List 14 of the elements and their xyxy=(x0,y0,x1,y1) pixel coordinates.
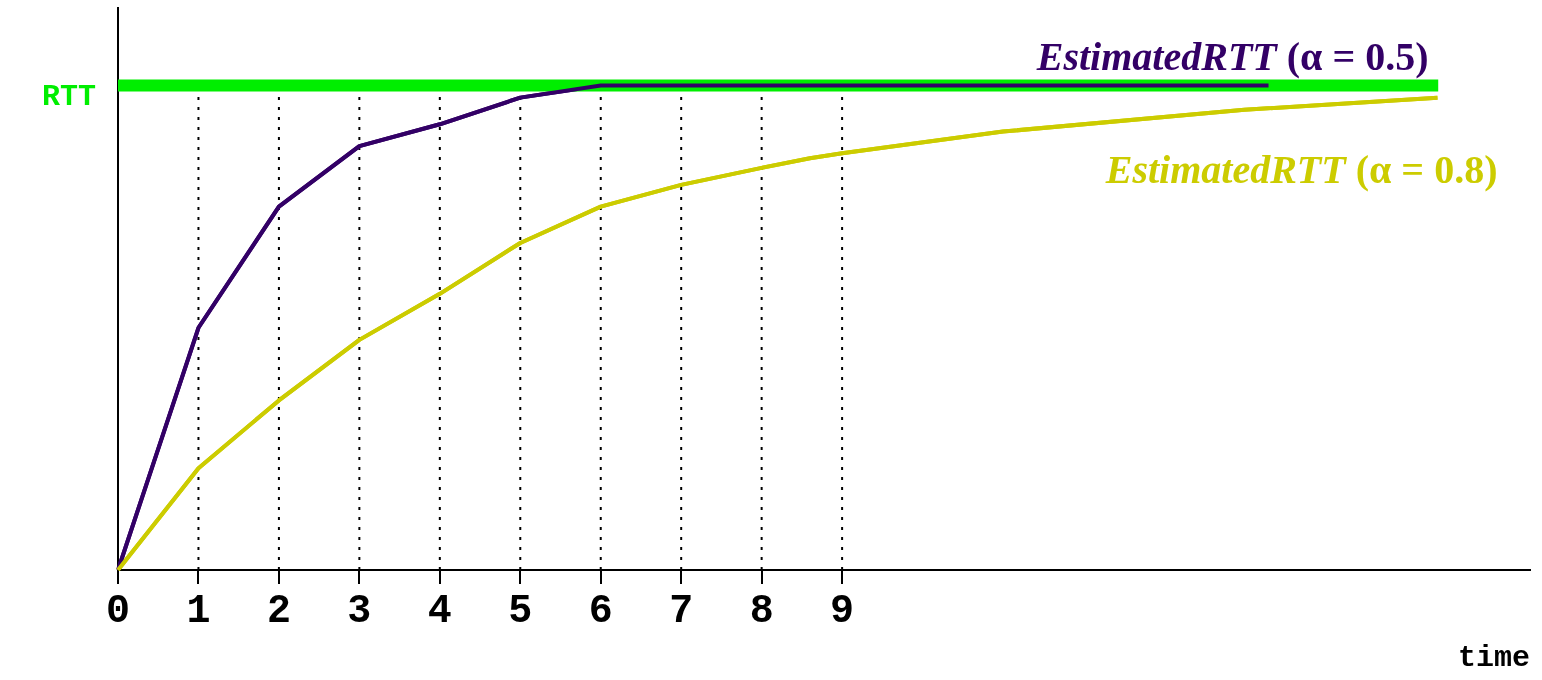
ref-line-label: RTT xyxy=(41,80,96,115)
x-tick-label: 1 xyxy=(186,589,211,635)
x-tick-label: 0 xyxy=(105,589,131,635)
x-axis-title: time xyxy=(1457,640,1530,675)
series-label: EstimatedRTT (α = 0.5) xyxy=(1035,33,1429,79)
x-tick-label: 8 xyxy=(749,589,774,635)
x-tick-label: 7 xyxy=(669,589,694,635)
x-tick-label: 2 xyxy=(266,589,291,635)
x-tick-label: 4 xyxy=(427,589,452,635)
x-tick-label: 6 xyxy=(588,589,613,635)
series-label: EstimatedRTT (α = 0.8) xyxy=(1104,146,1498,192)
x-tick-label: 3 xyxy=(347,589,372,635)
x-tick-label: 9 xyxy=(830,589,855,635)
x-tick-label: 5 xyxy=(508,589,533,635)
